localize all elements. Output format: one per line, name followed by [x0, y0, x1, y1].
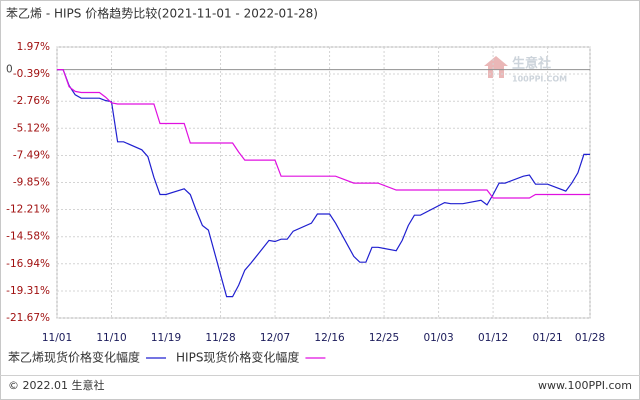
series-line [57, 69, 590, 298]
reference-label: 0 [6, 64, 13, 76]
y-tick-label: -9.85% [13, 177, 50, 189]
y-tick-label: -0.39% [13, 68, 50, 80]
footer-site: www.100PPI.com [538, 379, 632, 392]
y-tick-label: -19.31% [6, 285, 50, 297]
watermark: 生意社 100PPI.COM [484, 56, 567, 84]
y-tick-label: 1.97% [17, 41, 50, 53]
y-tick-label: -16.94% [6, 258, 50, 270]
x-tick-label: 01/03 [423, 332, 453, 344]
x-tick-label: 01/28 [575, 332, 605, 344]
watermark-text: 100PPI.COM [512, 75, 567, 84]
series [57, 69, 590, 298]
y-tick-label: -12.21% [6, 204, 50, 216]
x-tick-label: 01/12 [478, 332, 508, 344]
footer-copyright: © 2022.01 生意社 [8, 378, 104, 392]
x-tick-label: 01/21 [532, 332, 562, 344]
legend-label: 苯乙烯现货价格变化幅度 [8, 350, 140, 365]
watermark-icon [484, 56, 508, 78]
x-tick-label: 12/25 [369, 332, 399, 344]
y-tick-label: -21.67% [6, 312, 50, 324]
x-tick-label: 11/28 [205, 332, 235, 344]
x-tick-label: 11/10 [96, 332, 126, 344]
x-tick-label: 12/16 [314, 332, 345, 344]
x-tick-label: 12/07 [260, 332, 290, 344]
legend-label: HIPS现货价格变化幅度 [176, 350, 299, 365]
y-tick-label: -5.12% [13, 122, 50, 134]
y-tick-label: -7.49% [13, 149, 50, 161]
y-tick-label: -2.76% [13, 95, 50, 107]
watermark-text: 生意社 [512, 56, 551, 72]
chart-title: 苯乙烯 - HIPS 价格趋势比较(2021-11-01 - 2022-01-2… [6, 6, 318, 21]
watermark-icon-door [493, 70, 499, 78]
y-tick-label: -14.58% [6, 231, 50, 243]
x-tick-label: 11/19 [151, 332, 181, 344]
x-tick-label: 11/01 [42, 332, 72, 344]
series-line [57, 69, 590, 199]
